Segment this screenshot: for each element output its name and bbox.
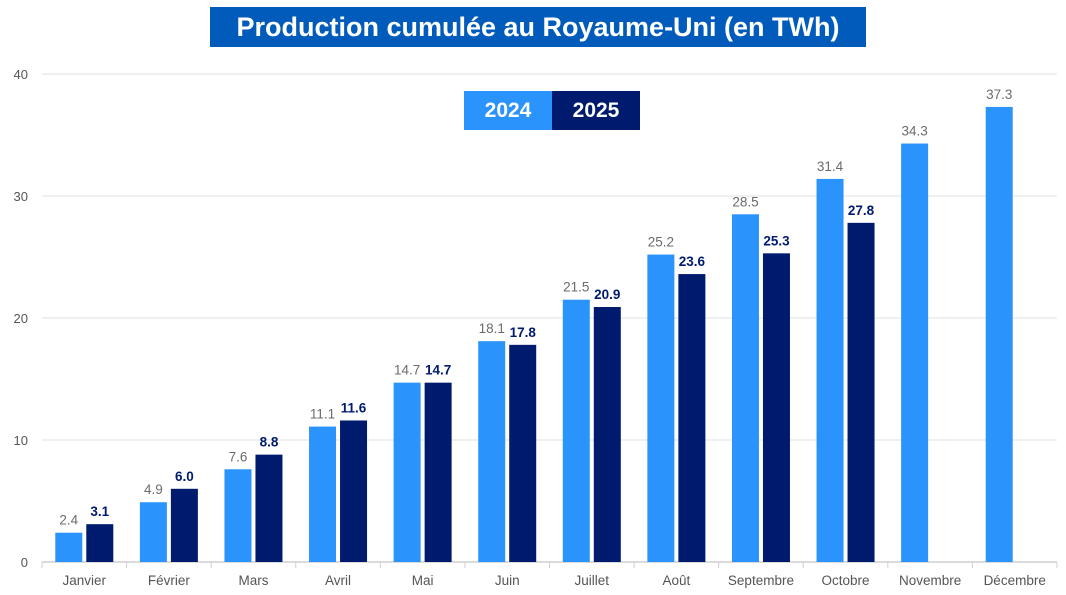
legend-item-2024: 2024 xyxy=(464,91,552,130)
y-tick-label: 10 xyxy=(14,433,28,448)
x-tick-label: Juillet xyxy=(575,573,610,588)
data-label-2025: 27.8 xyxy=(848,203,875,218)
x-tick-label: Novembre xyxy=(899,573,961,588)
bar-2024 xyxy=(478,341,506,562)
data-label-2024: 4.9 xyxy=(144,482,163,497)
data-label-2025: 25.3 xyxy=(763,233,790,248)
data-label-2024: 37.3 xyxy=(986,87,1012,102)
data-label-2025: 8.8 xyxy=(260,435,279,450)
data-label-2025: 6.0 xyxy=(175,469,194,484)
bar-2025 xyxy=(678,274,706,562)
bar-2024 xyxy=(55,532,83,562)
data-label-2024: 14.7 xyxy=(394,363,420,378)
bar-2024 xyxy=(139,502,167,562)
chart-title: Production cumulée au Royaume-Uni (en TW… xyxy=(210,7,866,47)
bar-2024 xyxy=(731,214,759,563)
data-label-2025: 14.7 xyxy=(425,363,451,378)
bar-2024 xyxy=(901,143,929,563)
data-label-2025: 17.8 xyxy=(510,325,537,340)
data-label-2025: 20.9 xyxy=(594,287,620,302)
bar-2024 xyxy=(985,106,1013,562)
y-tick-label: 0 xyxy=(21,555,28,570)
data-label-2024: 25.2 xyxy=(648,235,674,250)
data-label-2025: 23.6 xyxy=(679,254,706,269)
bar-2024 xyxy=(816,178,844,563)
x-tick-label: Février xyxy=(148,573,191,588)
bar-2025 xyxy=(424,382,452,562)
bar-2024 xyxy=(562,299,590,562)
x-tick-label: Juin xyxy=(495,573,520,588)
x-tick-label: Mai xyxy=(412,573,434,588)
x-tick-label: Avril xyxy=(325,573,351,588)
x-tick-label: Janvier xyxy=(63,573,107,588)
y-tick-label: 30 xyxy=(14,189,28,204)
bar-2025 xyxy=(762,253,790,562)
x-tick-label: Octobre xyxy=(822,573,870,588)
x-tick-label: Décembre xyxy=(984,573,1046,588)
data-label-2024: 7.6 xyxy=(229,449,248,464)
x-tick-label: Août xyxy=(662,573,690,588)
bar-2024 xyxy=(647,254,675,562)
data-label-2024: 2.4 xyxy=(59,513,78,528)
y-tick-label: 40 xyxy=(14,67,28,82)
bar-2025 xyxy=(340,420,368,562)
data-label-2024: 31.4 xyxy=(817,159,844,174)
bar-2025 xyxy=(847,222,875,562)
data-label-2025: 11.6 xyxy=(341,400,367,415)
bar-2025 xyxy=(255,454,283,562)
y-tick-label: 20 xyxy=(14,311,28,326)
data-label-2024: 21.5 xyxy=(563,280,589,295)
legend: 2024 2025 xyxy=(464,91,640,130)
bar-2025 xyxy=(593,307,621,562)
data-label-2024: 11.1 xyxy=(310,407,335,422)
x-tick-label: Septembre xyxy=(728,573,794,588)
data-label-2024: 28.5 xyxy=(732,194,758,209)
legend-item-2025: 2025 xyxy=(552,91,640,130)
x-tick-label: Mars xyxy=(238,573,268,588)
data-label-2024: 34.3 xyxy=(901,124,927,139)
bar-2025 xyxy=(86,524,114,562)
bar-2024 xyxy=(309,426,337,562)
bar-2025 xyxy=(170,488,198,562)
bar-2024 xyxy=(393,382,421,562)
bar-2024 xyxy=(224,469,252,562)
data-label-2024: 18.1 xyxy=(479,321,505,336)
bar-2025 xyxy=(509,344,537,562)
data-label-2025: 3.1 xyxy=(90,504,109,519)
